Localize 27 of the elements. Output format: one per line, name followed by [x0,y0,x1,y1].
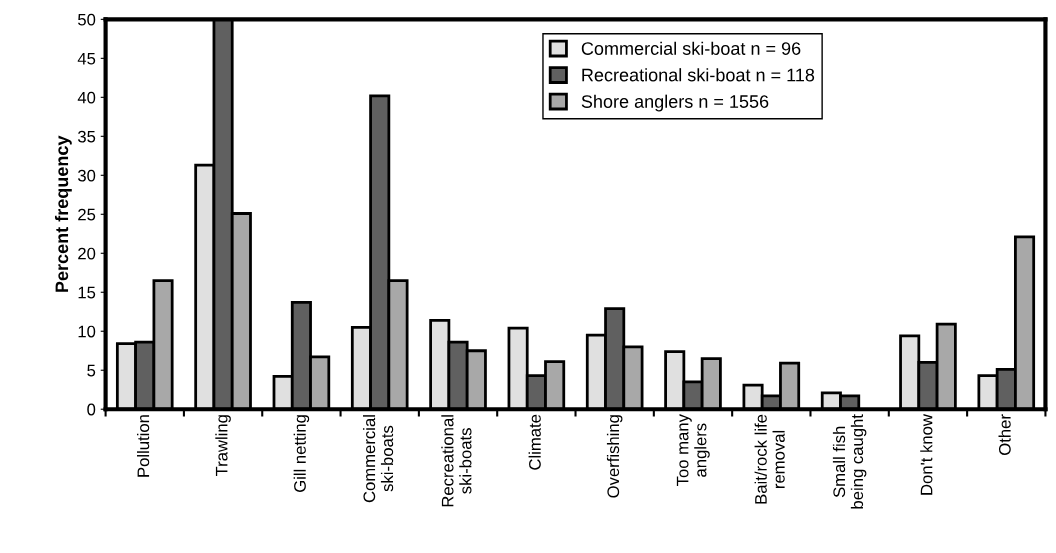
x-tick-label: Pollution [136,415,150,477]
y-axis-title: Percent frequency [54,135,72,292]
x-tick-label: Other [998,414,1011,455]
y-tick-label: 20 [78,247,96,260]
x-tick-label: Overfishing [606,415,623,498]
y-tick-label: 5 [87,364,96,377]
x-tick-label: Small fish being caught [832,414,867,509]
x-tick-label: Gill netting [293,415,310,492]
x-tick-label: Don't know [920,414,933,495]
x-tick-label: Climate [528,414,541,470]
y-tick-label: 0 [87,403,96,416]
y-tick-label: 25 [78,208,96,221]
x-tick-label: Too many anglers [676,414,710,486]
legend-label: Recreational ski-boat n = 118 [582,68,815,82]
x-tick-label: Recreational ski-boats [441,415,472,507]
x-tick-label: Commercial ski-boats [362,415,394,503]
y-tick-label: 10 [78,325,96,338]
x-tick-label: Trawling [215,415,231,477]
y-tick-label: 50 [78,13,96,26]
y-tick-label: 15 [78,286,96,299]
y-tick-label: 35 [77,130,96,143]
legend-label: Commercial ski-boat n = 96 [581,41,801,55]
y-tick-label: 40 [77,91,96,104]
x-tick-label: Bait/rock life removal [754,414,785,504]
legend-label: Shore anglers n = 1556 [581,94,769,112]
y-tick-label: 45 [77,52,96,65]
y-tick-label: 30 [77,169,96,182]
